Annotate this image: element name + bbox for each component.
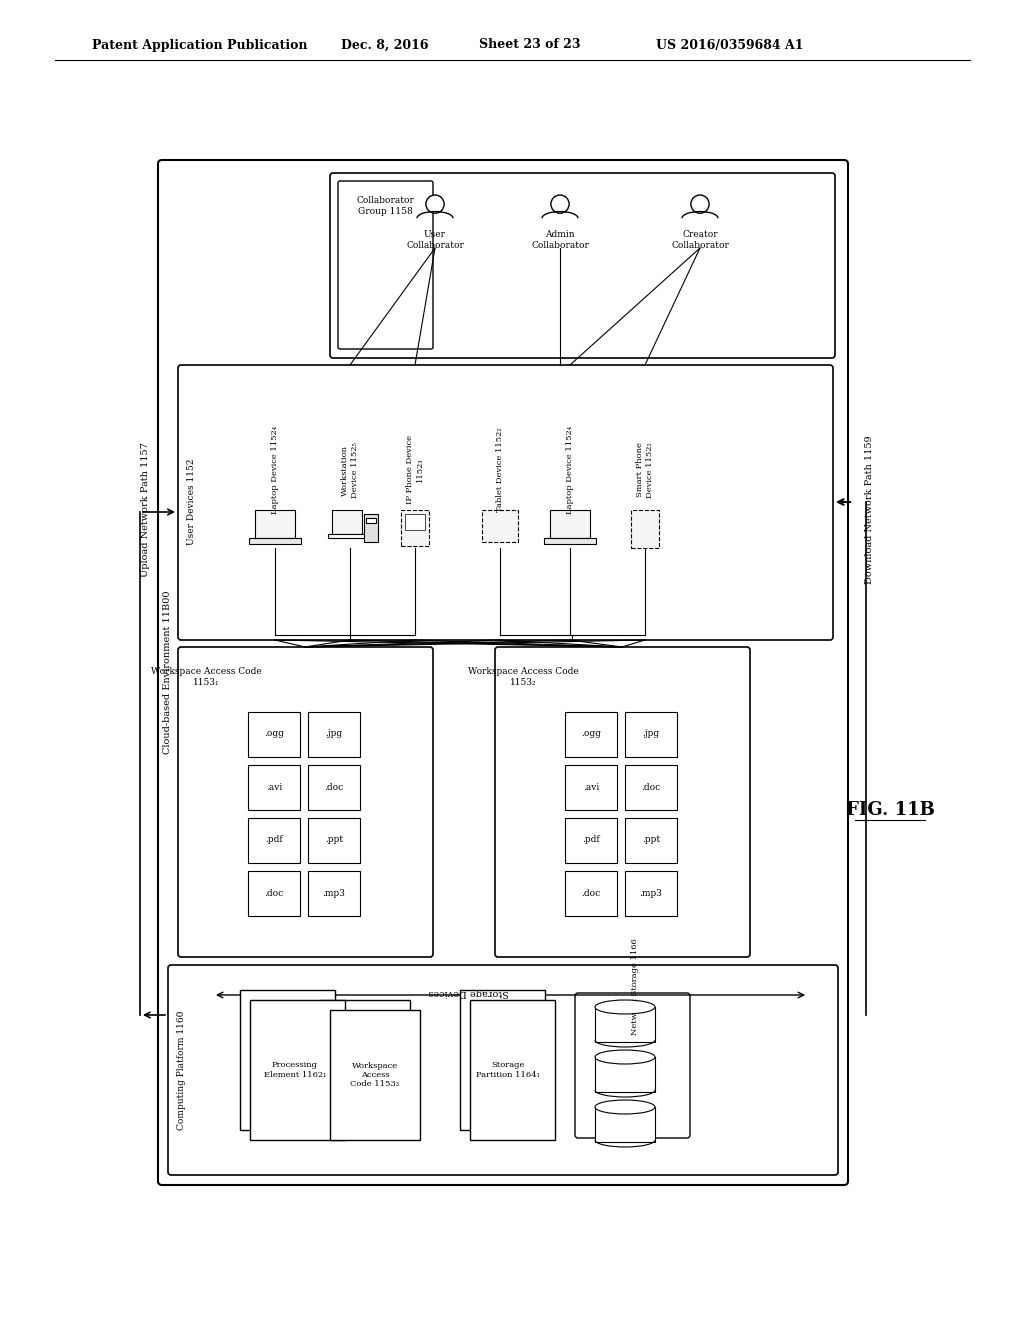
Text: User
Collaborator: User Collaborator xyxy=(407,230,464,249)
Circle shape xyxy=(691,195,709,214)
Bar xyxy=(308,766,360,810)
Bar xyxy=(240,990,335,1130)
Bar xyxy=(565,766,617,810)
Text: .avi: .avi xyxy=(266,783,283,792)
Circle shape xyxy=(551,195,569,214)
Bar xyxy=(595,1007,655,1041)
Bar xyxy=(366,517,376,523)
Circle shape xyxy=(426,195,444,214)
Text: Cloud-based Environment 11B00: Cloud-based Environment 11B00 xyxy=(163,590,171,754)
Text: FIG. 11B: FIG. 11B xyxy=(846,801,935,818)
Bar xyxy=(544,539,596,544)
Text: Storage Devices: Storage Devices xyxy=(429,989,509,998)
Text: Laptop Device 1152₄: Laptop Device 1152₄ xyxy=(566,426,574,513)
FancyBboxPatch shape xyxy=(178,366,833,640)
Bar xyxy=(401,510,429,546)
Bar xyxy=(308,871,360,916)
Text: Download Network Path 1159: Download Network Path 1159 xyxy=(865,436,874,585)
FancyBboxPatch shape xyxy=(338,181,433,348)
Bar xyxy=(565,711,617,756)
Ellipse shape xyxy=(595,1049,655,1064)
Text: .mp3: .mp3 xyxy=(323,888,345,898)
Bar xyxy=(625,818,677,863)
FancyBboxPatch shape xyxy=(575,993,690,1138)
Bar xyxy=(248,871,300,916)
Bar xyxy=(330,1010,420,1140)
Text: .jpg: .jpg xyxy=(642,730,659,738)
Bar xyxy=(550,510,590,539)
Text: IP Phone Device
1152₃: IP Phone Device 1152₃ xyxy=(407,436,424,504)
Bar xyxy=(250,1001,345,1140)
Text: .doc: .doc xyxy=(325,783,344,792)
Bar xyxy=(406,513,425,531)
Bar xyxy=(565,871,617,916)
Text: .doc: .doc xyxy=(264,888,284,898)
Text: .doc: .doc xyxy=(641,783,660,792)
Text: Storage
Partition 1164₁: Storage Partition 1164₁ xyxy=(476,1061,540,1078)
Bar xyxy=(460,990,545,1130)
Text: Workstation
Device 1152₅: Workstation Device 1152₅ xyxy=(341,442,358,498)
Bar xyxy=(308,818,360,863)
Text: Workspace
Access
Code 1153₃: Workspace Access Code 1153₃ xyxy=(350,1061,399,1088)
Bar xyxy=(248,766,300,810)
Bar xyxy=(595,1057,655,1092)
Bar xyxy=(482,510,518,543)
Bar xyxy=(332,510,362,535)
Text: Computing Platform 1160: Computing Platform 1160 xyxy=(177,1010,186,1130)
Bar xyxy=(470,1001,555,1140)
Bar xyxy=(249,539,301,544)
Bar xyxy=(625,711,677,756)
FancyBboxPatch shape xyxy=(330,173,835,358)
Text: .ogg: .ogg xyxy=(581,730,601,738)
FancyBboxPatch shape xyxy=(495,647,750,957)
Text: Smart Phone
Device 1152₁: Smart Phone Device 1152₁ xyxy=(636,442,653,498)
Bar xyxy=(308,711,360,756)
Text: Creator
Collaborator: Creator Collaborator xyxy=(671,230,729,249)
Text: Dec. 8, 2016: Dec. 8, 2016 xyxy=(341,38,429,51)
Bar xyxy=(248,818,300,863)
Bar xyxy=(565,818,617,863)
FancyBboxPatch shape xyxy=(168,965,838,1175)
Text: User Devices 1152: User Devices 1152 xyxy=(186,459,196,545)
Bar xyxy=(595,1107,655,1142)
Bar xyxy=(248,711,300,756)
Text: .ogg: .ogg xyxy=(264,730,284,738)
Text: .pdf: .pdf xyxy=(583,836,600,845)
Text: .jpg: .jpg xyxy=(326,730,343,738)
Text: .ppt: .ppt xyxy=(642,836,660,845)
Text: Processing
Element 1162₁: Processing Element 1162₁ xyxy=(264,1061,327,1078)
Text: Laptop Device 1152₄: Laptop Device 1152₄ xyxy=(271,426,279,513)
Text: US 2016/0359684 A1: US 2016/0359684 A1 xyxy=(656,38,804,51)
Ellipse shape xyxy=(595,1001,655,1014)
Text: Sheet 23 of 23: Sheet 23 of 23 xyxy=(479,38,581,51)
Ellipse shape xyxy=(595,1100,655,1114)
Text: Workspace Access Code
1153₂: Workspace Access Code 1153₂ xyxy=(468,668,579,686)
Text: .pdf: .pdf xyxy=(265,836,283,845)
Text: .ppt: .ppt xyxy=(325,836,343,845)
Text: Collaborator
Group 1158: Collaborator Group 1158 xyxy=(356,197,414,215)
Bar xyxy=(631,510,659,548)
Bar xyxy=(625,766,677,810)
Text: .avi: .avi xyxy=(583,783,599,792)
Text: .mp3: .mp3 xyxy=(640,888,663,898)
Bar xyxy=(328,535,366,539)
Text: Upload Network Path 1157: Upload Network Path 1157 xyxy=(140,442,150,577)
Text: Workspace Access Code
1153₁: Workspace Access Code 1153₁ xyxy=(151,668,261,686)
Bar xyxy=(319,1001,410,1130)
Text: Patent Application Publication: Patent Application Publication xyxy=(92,38,308,51)
Bar xyxy=(255,510,295,539)
Bar xyxy=(364,513,378,543)
FancyBboxPatch shape xyxy=(158,160,848,1185)
Text: Tablet Device 1152₂: Tablet Device 1152₂ xyxy=(496,428,504,512)
Bar xyxy=(625,871,677,916)
Text: Network Storage 1166: Network Storage 1166 xyxy=(631,939,639,1035)
FancyBboxPatch shape xyxy=(178,647,433,957)
Text: .doc: .doc xyxy=(582,888,601,898)
Text: Admin
Collaborator: Admin Collaborator xyxy=(531,230,589,249)
